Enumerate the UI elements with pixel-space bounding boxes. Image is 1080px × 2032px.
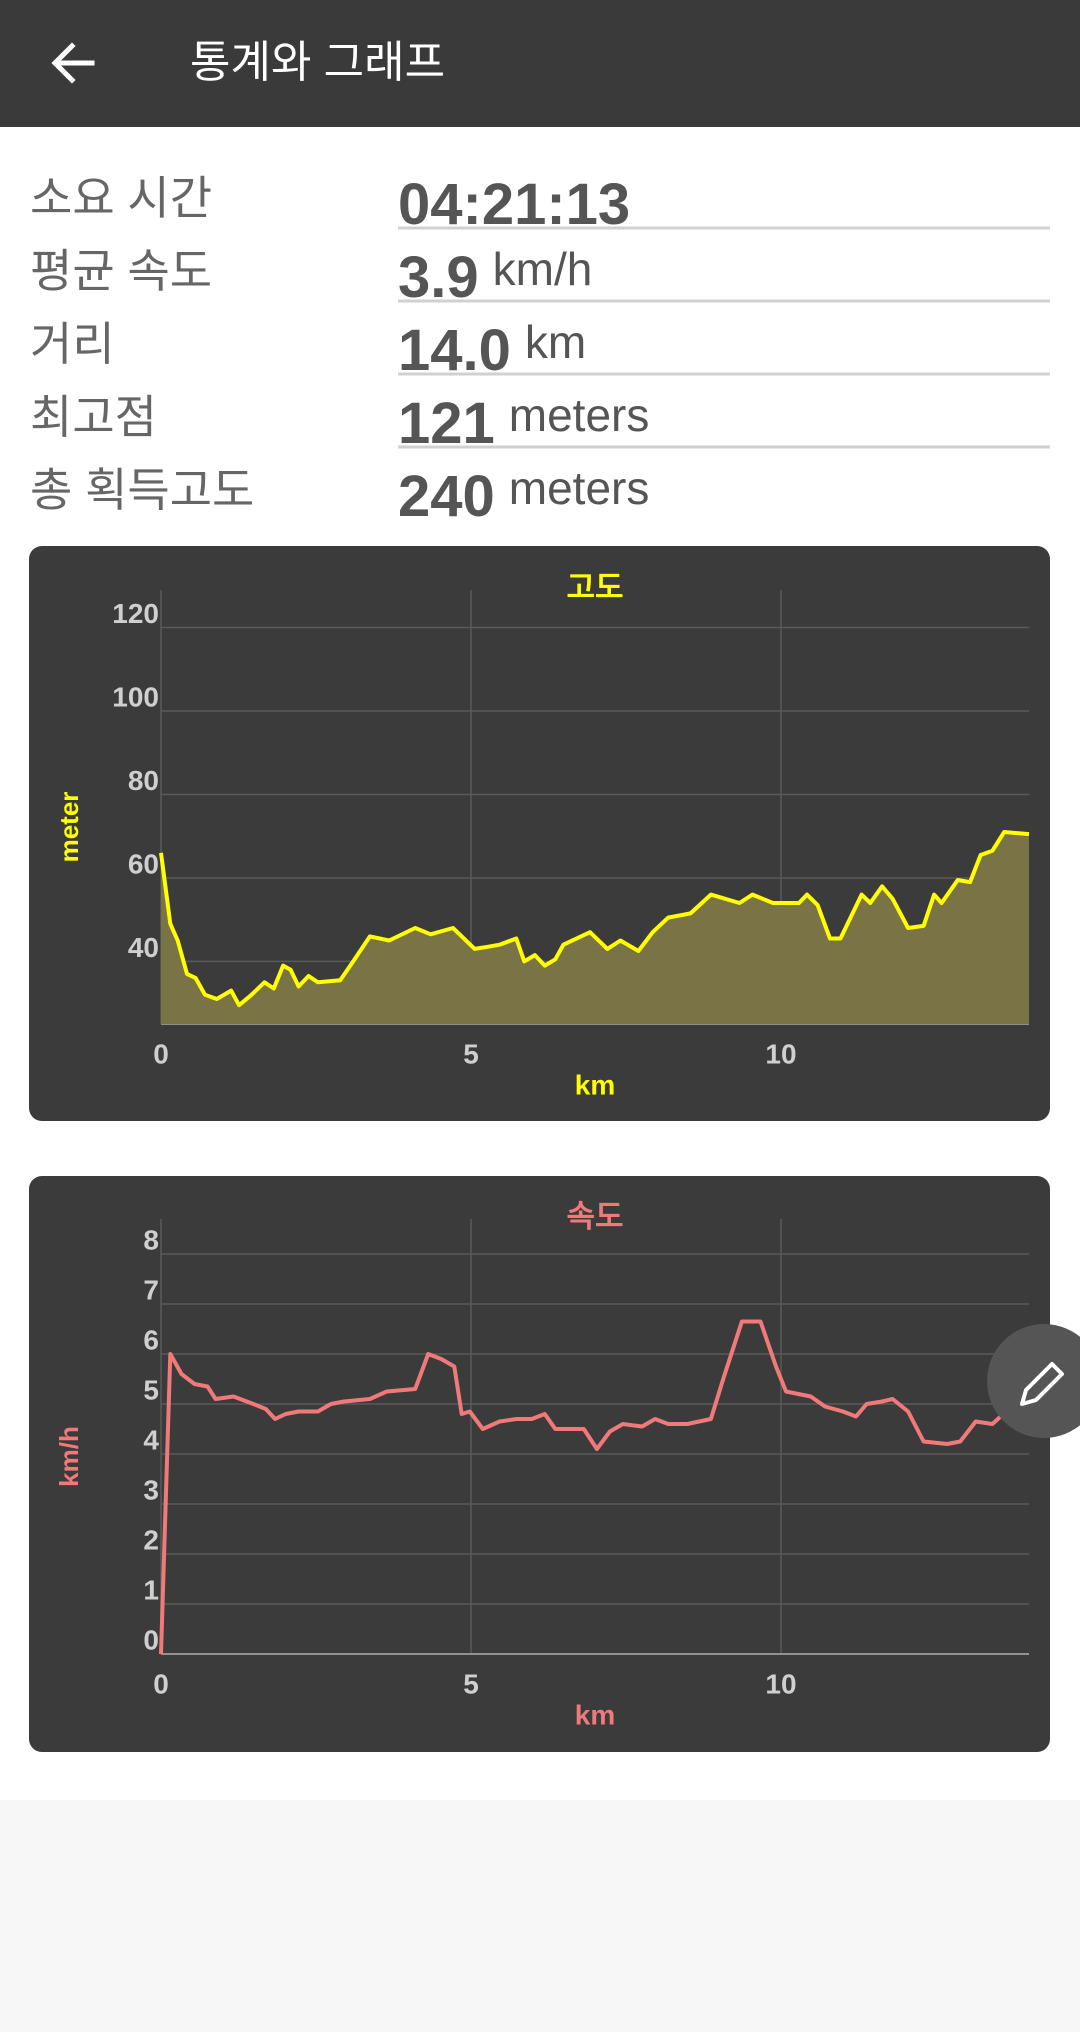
stat-label: 최고점: [30, 391, 157, 443]
stat-label: 총 획득고도: [30, 464, 254, 516]
x-tick-label: 10: [765, 1668, 796, 1699]
app-bar: [0, 0, 1080, 127]
edit-button[interactable]: [987, 1324, 1080, 1438]
chart-title: 고도: [566, 570, 623, 605]
back-button[interactable]: [51, 42, 95, 84]
x-tick-label: 5: [463, 1668, 479, 1699]
stat-value: 3.9: [398, 245, 479, 310]
y-tick-label: 2: [143, 1524, 159, 1555]
y-tick-label: 120: [112, 598, 159, 629]
y-tick-label: 80: [128, 765, 159, 796]
y-tick-label: 40: [128, 932, 159, 963]
x-tick-label: 0: [153, 1038, 169, 1069]
stat-unit: meters: [509, 389, 650, 441]
stat-value: 04:21:13: [398, 172, 630, 237]
y-tick-label: 3: [143, 1474, 159, 1505]
area: [161, 832, 1029, 1024]
stat-unit: km: [525, 316, 586, 368]
y-tick-label: 60: [128, 848, 159, 879]
y-tick-label: 0: [143, 1624, 159, 1655]
y-tick-label: 8: [143, 1224, 159, 1255]
stat-value: 240: [398, 464, 495, 529]
stat-unit: meters: [509, 462, 650, 514]
app-title: 통계와 그래프: [190, 38, 445, 87]
line: [159, 1319, 1030, 1655]
chart-card: [29, 1176, 1050, 1752]
stats: 소요 시간 04:21:13 평균 속도 3.9 km/h 거리 14.0 km 최고점 121 m…: [30, 172, 1050, 529]
x-axis-label: km: [575, 1069, 615, 1100]
x-axis-label: km: [575, 1699, 615, 1730]
chart-title: 속도: [566, 1199, 623, 1234]
stat-label: 소요 시간: [30, 172, 212, 224]
back-arrow-head: [51, 42, 76, 84]
y-axis-label: km/h: [54, 1426, 84, 1487]
y-tick-label: 1: [143, 1574, 159, 1605]
chart-card: [29, 546, 1050, 1121]
y-tick-label: 5: [143, 1374, 159, 1405]
x-tick-label: 0: [153, 1668, 169, 1699]
stat-label: 평균 속도: [30, 245, 212, 297]
stat-unit: km/h: [493, 243, 593, 295]
stat-value: 121: [398, 391, 495, 456]
x-tick-label: 5: [463, 1038, 479, 1069]
line: [159, 830, 1030, 1008]
x-tick-label: 10: [765, 1038, 796, 1069]
y-axis-label: meter: [54, 792, 84, 863]
y-tick-label: 100: [112, 681, 159, 712]
y-tick-label: 7: [143, 1274, 159, 1305]
pencil-icon: [1020, 1362, 1064, 1406]
y-tick-label: 4: [143, 1424, 159, 1455]
stat-value: 14.0: [398, 318, 511, 383]
stat-label: 거리: [30, 318, 115, 370]
y-tick-label: 6: [143, 1324, 159, 1355]
